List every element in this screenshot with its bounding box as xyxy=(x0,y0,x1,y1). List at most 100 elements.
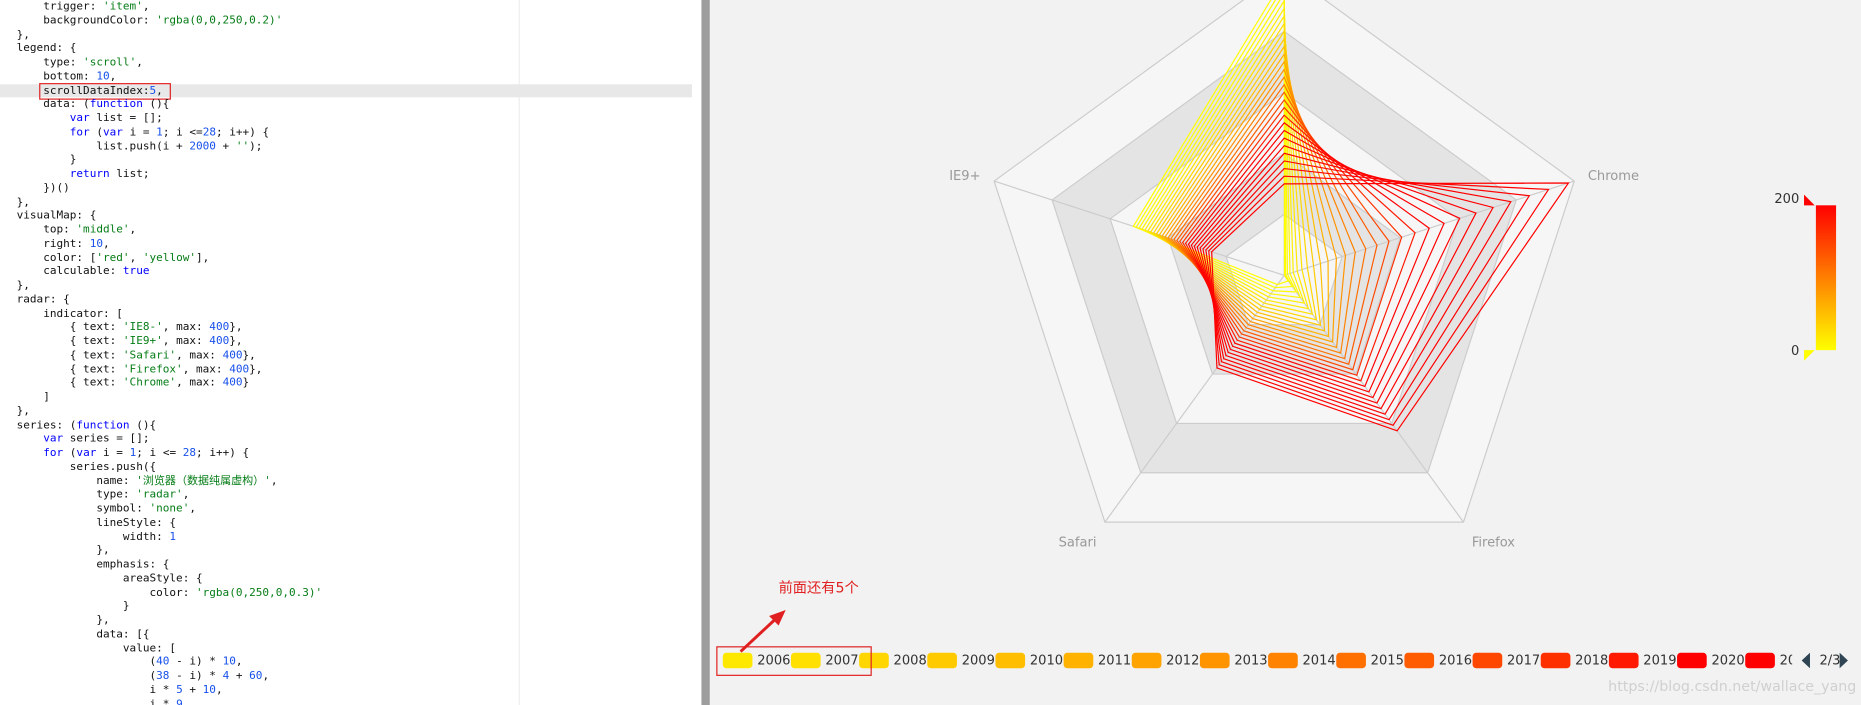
code-line: color: ['red', 'yellow'], xyxy=(16,251,210,265)
legend-label[interactable]: 2017 xyxy=(1507,654,1540,669)
legend-icon[interactable] xyxy=(1063,652,1094,669)
radar-line xyxy=(1138,0,1298,293)
legend-icon[interactable] xyxy=(1336,652,1366,669)
radar-line xyxy=(1144,6,1306,304)
code-line: calculable: true xyxy=(16,265,150,279)
indicator-label: Chrome xyxy=(1588,169,1639,184)
legend-label[interactable]: 2007 xyxy=(825,654,858,669)
legend-page: 2/3 xyxy=(1819,654,1840,669)
legend-icon[interactable] xyxy=(995,652,1026,669)
radar-line xyxy=(1132,0,1290,286)
code-line: symbol: 'none', xyxy=(16,502,197,516)
radar-line xyxy=(1170,75,1356,354)
visual-map-bar xyxy=(1815,205,1837,351)
code-line: (38 - i) * 4 + 60, xyxy=(16,669,270,683)
radar-line xyxy=(1147,14,1310,310)
code-line: }, xyxy=(16,28,30,42)
legend-label[interactable]: 2020 xyxy=(1711,654,1744,669)
code-line: areaStyle: { xyxy=(16,571,203,585)
code-line: name: '浏览器（数据纯属虚构）', xyxy=(16,474,278,488)
code-line: { text: 'Safari', max: 400}, xyxy=(16,348,256,362)
legend-icon[interactable] xyxy=(1745,652,1775,669)
code-line: }, xyxy=(16,404,30,418)
indicator-label: Firefox xyxy=(1472,536,1515,551)
legend-icon[interactable] xyxy=(1540,652,1571,669)
legend-label[interactable]: 2006 xyxy=(757,654,790,669)
indicator-label: Safari xyxy=(1059,536,1097,551)
legend-label[interactable]: 2016 xyxy=(1439,654,1472,669)
radar-line xyxy=(1161,52,1330,338)
code-line: { text: 'IE9+', max: 400}, xyxy=(16,334,243,348)
legend-label[interactable]: 2008 xyxy=(894,654,927,669)
visual-map-handle xyxy=(1804,194,1815,206)
scrollbar[interactable] xyxy=(701,0,710,705)
code-line: i * 9, xyxy=(16,697,190,705)
legend-icon[interactable] xyxy=(1199,652,1230,669)
code-line: for (var i = 1; i <= 28; i++) { xyxy=(43,446,250,460)
code-line: } xyxy=(16,153,77,167)
legend-icon[interactable] xyxy=(1608,652,1639,669)
legend-label[interactable]: 2011 xyxy=(1098,654,1131,669)
code-line: scrollDataIndex:5, xyxy=(16,83,163,97)
legend-label[interactable]: 2010 xyxy=(1030,654,1063,669)
radar-line xyxy=(1193,137,1461,399)
print-margin xyxy=(518,0,520,705)
legend-icon[interactable] xyxy=(927,652,957,669)
radar-line xyxy=(1155,37,1322,327)
legend-next[interactable] xyxy=(1839,652,1848,669)
code-line: series: (function (){ xyxy=(16,418,157,432)
code-line: indicator: [ xyxy=(16,306,123,321)
code-line: legend: { xyxy=(16,41,77,56)
legend-icon[interactable] xyxy=(722,652,753,669)
legend-icon[interactable] xyxy=(1268,652,1298,669)
chart: 2006 2007 2008 2009 2010 2011 2012 2013 2014 2015… xyxy=(716,0,1856,695)
annotation-text: 前面还有5个 xyxy=(779,580,859,597)
radar-line xyxy=(1202,160,1512,415)
visual-map-max: 200 xyxy=(1774,192,1799,207)
legend-label[interactable]: 2014 xyxy=(1303,654,1336,669)
legend-label[interactable]: 2009 xyxy=(962,654,995,669)
code-line: lineStyle: { xyxy=(16,516,177,530)
radar-line xyxy=(1205,167,1531,421)
radar-line xyxy=(1208,175,1550,426)
legend-icon[interactable] xyxy=(790,652,821,669)
radar-line xyxy=(1184,114,1416,382)
radar-line xyxy=(1179,98,1390,371)
code-line: color: 'rgba(0,250,0,0.3)' xyxy=(16,585,323,599)
legend-label[interactable]: 2018 xyxy=(1575,654,1608,669)
legend-icon[interactable] xyxy=(1404,652,1435,669)
annotation-arrow xyxy=(739,617,778,653)
code-line: }, xyxy=(16,279,30,293)
code-line: })() xyxy=(16,181,70,195)
code-line: }, xyxy=(16,195,30,209)
code-line: trigger: 'item', xyxy=(16,0,150,14)
indicator-label: IE9+ xyxy=(949,169,980,184)
axis-line xyxy=(1283,275,1464,523)
code-line: for (var i = 1; i <=28; i++) { xyxy=(69,125,270,139)
legend-label[interactable]: 2019 xyxy=(1643,654,1676,669)
legend-label[interactable]: 2012 xyxy=(1166,654,1199,669)
highlight-box xyxy=(39,82,171,100)
code-line: return list; xyxy=(69,167,150,181)
radar-line xyxy=(1164,60,1337,343)
code-line: { text: 'Firefox', max: 400}, xyxy=(16,362,263,376)
code-line: ] xyxy=(16,390,50,404)
radar-line xyxy=(1167,68,1347,349)
current-line-highlight xyxy=(0,83,692,98)
legend-prev[interactable] xyxy=(1801,652,1810,669)
code-line: { text: 'IE8-', max: 400}, xyxy=(16,320,243,334)
legend-label[interactable]: 2015 xyxy=(1371,654,1404,669)
legend-label[interactable]: 2021 xyxy=(1780,654,1813,669)
legend-icon[interactable] xyxy=(859,652,889,669)
legend-icon[interactable] xyxy=(1472,652,1503,669)
legend-label[interactable]: 2013 xyxy=(1234,654,1267,669)
legend-icon[interactable] xyxy=(1131,652,1162,669)
legend-icon[interactable] xyxy=(1677,652,1707,669)
code-line: top: 'middle', xyxy=(16,223,137,237)
axis-line xyxy=(1104,275,1285,523)
code-line: visualMap: { xyxy=(16,209,97,223)
radar-line xyxy=(1196,145,1477,404)
code-line: right: 10, xyxy=(16,237,110,251)
code-line: type: 'scroll', xyxy=(16,55,143,69)
watermark: https://blog.csdn.net/wallace_yang xyxy=(1608,679,1856,695)
